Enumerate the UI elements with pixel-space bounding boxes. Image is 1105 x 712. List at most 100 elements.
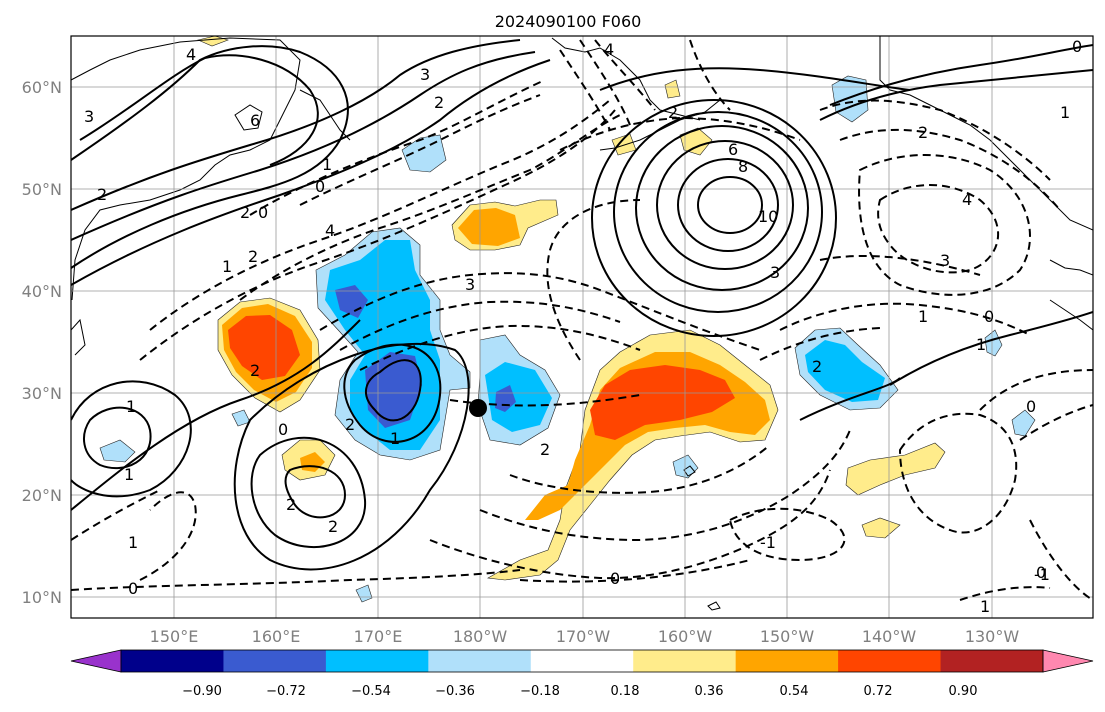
contour-label: 0 (315, 177, 325, 196)
solid-contours (71, 39, 1093, 571)
contour-label: 1 (390, 429, 400, 448)
positive-region (861, 517, 901, 539)
colorbar-segment (325, 650, 429, 672)
colorbar-tick-label: −0.72 (266, 684, 306, 699)
contour-label: 0 (984, 307, 994, 326)
colorbar-tick-label: 0.36 (695, 684, 724, 699)
lon-label: 170°W (556, 627, 611, 646)
lat-label: 50°N (22, 180, 62, 199)
colorbar-tick-label: −0.36 (435, 684, 475, 699)
colorbar-tick-label: −0.18 (520, 684, 560, 699)
negative-region (401, 134, 447, 173)
contour-label: 4 (962, 190, 972, 209)
contour-label: 4 (604, 40, 614, 59)
contour-label: -1 (760, 533, 776, 552)
contour-label: 2 (97, 185, 107, 204)
negative-region (485, 362, 552, 432)
lon-label: 180°W (453, 627, 508, 646)
latitude-labels: 60°N 50°N 40°N 30°N 20°N 10°N (22, 78, 62, 607)
lon-label: 130°W (965, 627, 1020, 646)
contour-label: 2 (812, 357, 822, 376)
lon-label: 150°W (760, 627, 815, 646)
contour-label: 3 (770, 263, 780, 282)
positive-region (845, 442, 946, 496)
contour-label: 1 (322, 155, 332, 174)
colorbar-tick-label: 0.72 (864, 684, 893, 699)
negative-region (365, 352, 422, 428)
lon-label: 170°E (354, 627, 403, 646)
contour-label: 0 (258, 203, 268, 222)
contour-label: 6 (250, 111, 260, 130)
negative-region (335, 285, 368, 318)
lat-label: 10°N (22, 588, 62, 607)
colorbar-segments (70, 649, 1094, 673)
negative-region (1011, 409, 1036, 437)
colorbar-ticks: −0.90 −0.72 −0.54 −0.36 −0.18 0.18 0.36 … (182, 684, 977, 699)
colorbar-segment (940, 650, 1044, 672)
negative-region (99, 439, 136, 463)
colorbar-segment (121, 650, 224, 672)
colorbar-tick-label: 0.90 (949, 684, 978, 699)
lon-label: 160°W (658, 627, 713, 646)
positive-region (458, 208, 520, 246)
negative-region (805, 340, 885, 402)
contour-label: 1 (222, 257, 232, 276)
contour-label: 3 (465, 275, 475, 294)
colorbar-segment (428, 650, 532, 672)
lat-label: 40°N (22, 282, 62, 301)
colorbar-segment (223, 650, 327, 672)
location-marker (469, 399, 487, 417)
contour-label: 1 (980, 597, 990, 616)
contour-label: 0 (610, 569, 620, 588)
negative-region (495, 385, 516, 412)
contour-label: 4 (186, 45, 196, 64)
colorbar-tick-label: −0.54 (351, 684, 391, 699)
negative-region (984, 329, 1003, 357)
contour-label: 3 (84, 107, 94, 126)
figure-title: 2024090100 F060 (495, 12, 642, 31)
contour-label: 1 (976, 335, 986, 354)
colorbar-segment (530, 650, 634, 672)
contour-label: 2 (328, 517, 338, 536)
lat-label: 20°N (22, 486, 62, 505)
positive-region (590, 365, 735, 440)
contour-label: 4 (325, 221, 335, 240)
lon-label: 160°E (252, 627, 301, 646)
longitude-labels: 150°E 160°E 170°E 180°W 170°W 160°W 150°… (150, 627, 1020, 646)
contour-label: 1 (124, 465, 134, 484)
contour-label: 2 (918, 123, 928, 142)
contour-label: 1 (128, 533, 138, 552)
contour-label: 6 (728, 140, 738, 159)
contour-label: 0 (1072, 37, 1082, 56)
colorbar-tick-label: 0.54 (780, 684, 809, 699)
positive-region (228, 315, 300, 380)
contour-label: 0 (128, 579, 138, 598)
contour-label: 0 (278, 420, 288, 439)
negative-region (355, 584, 373, 603)
contour-label: 0 (1026, 397, 1036, 416)
contour-label: 2 (240, 203, 250, 222)
contour-label: 0 (1036, 563, 1046, 582)
lat-label: 60°N (22, 78, 62, 97)
contour-label: 2 (286, 495, 296, 514)
dashed-contours (71, 39, 1093, 601)
contour-label: 2 (540, 440, 550, 459)
colorbar: −0.90 −0.72 −0.54 −0.36 −0.18 0.18 0.36 … (70, 649, 1094, 699)
colorbar-segment (633, 650, 737, 672)
contour-label: 2 (668, 103, 678, 122)
contour-label: -1 (1034, 565, 1050, 584)
colorbar-tick-label: 0.18 (611, 684, 640, 699)
contour-label: 2 (250, 361, 260, 380)
contour-label: 8 (738, 157, 748, 176)
colorbar-segment (838, 650, 942, 672)
contour-label: 10 (758, 207, 778, 226)
colorbar-tick-label: −0.90 (182, 684, 222, 699)
contour-label: 2 (345, 415, 355, 434)
lon-label: 140°W (862, 627, 917, 646)
colorbar-segment (735, 650, 839, 672)
lat-label: 30°N (22, 384, 62, 403)
map-frame (70, 35, 1094, 619)
contour-label: 2 (434, 93, 444, 112)
